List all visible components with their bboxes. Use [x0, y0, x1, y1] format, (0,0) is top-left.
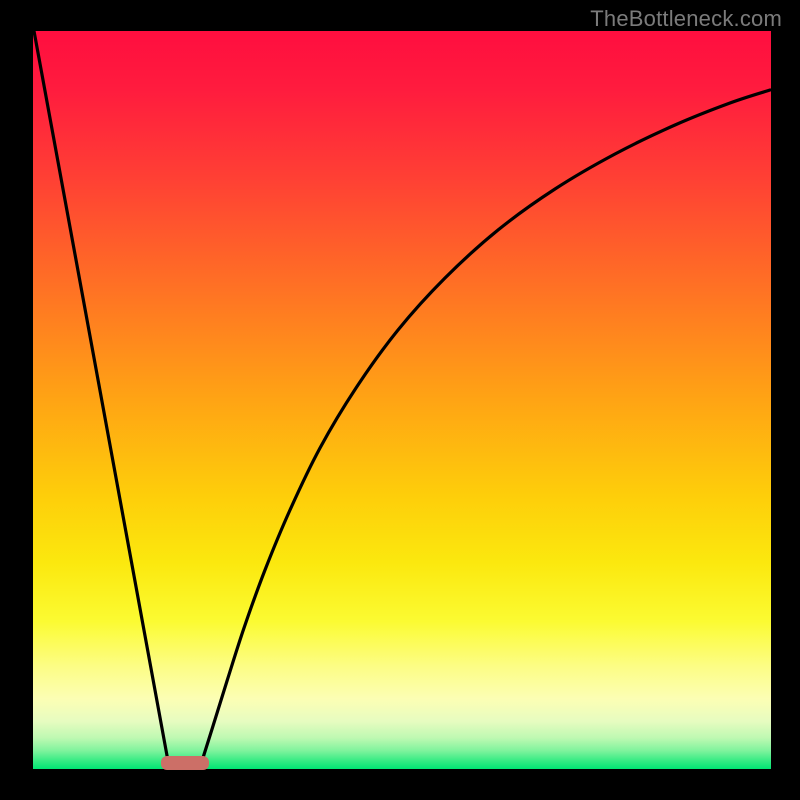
- watermark-text: TheBottleneck.com: [590, 6, 782, 32]
- bottleneck-marker: [161, 756, 209, 770]
- left-curve-segment: [34, 31, 168, 761]
- chart-stage: TheBottleneck.com: [0, 0, 800, 800]
- curves-layer: [0, 0, 800, 800]
- right-curve-segment: [202, 90, 770, 761]
